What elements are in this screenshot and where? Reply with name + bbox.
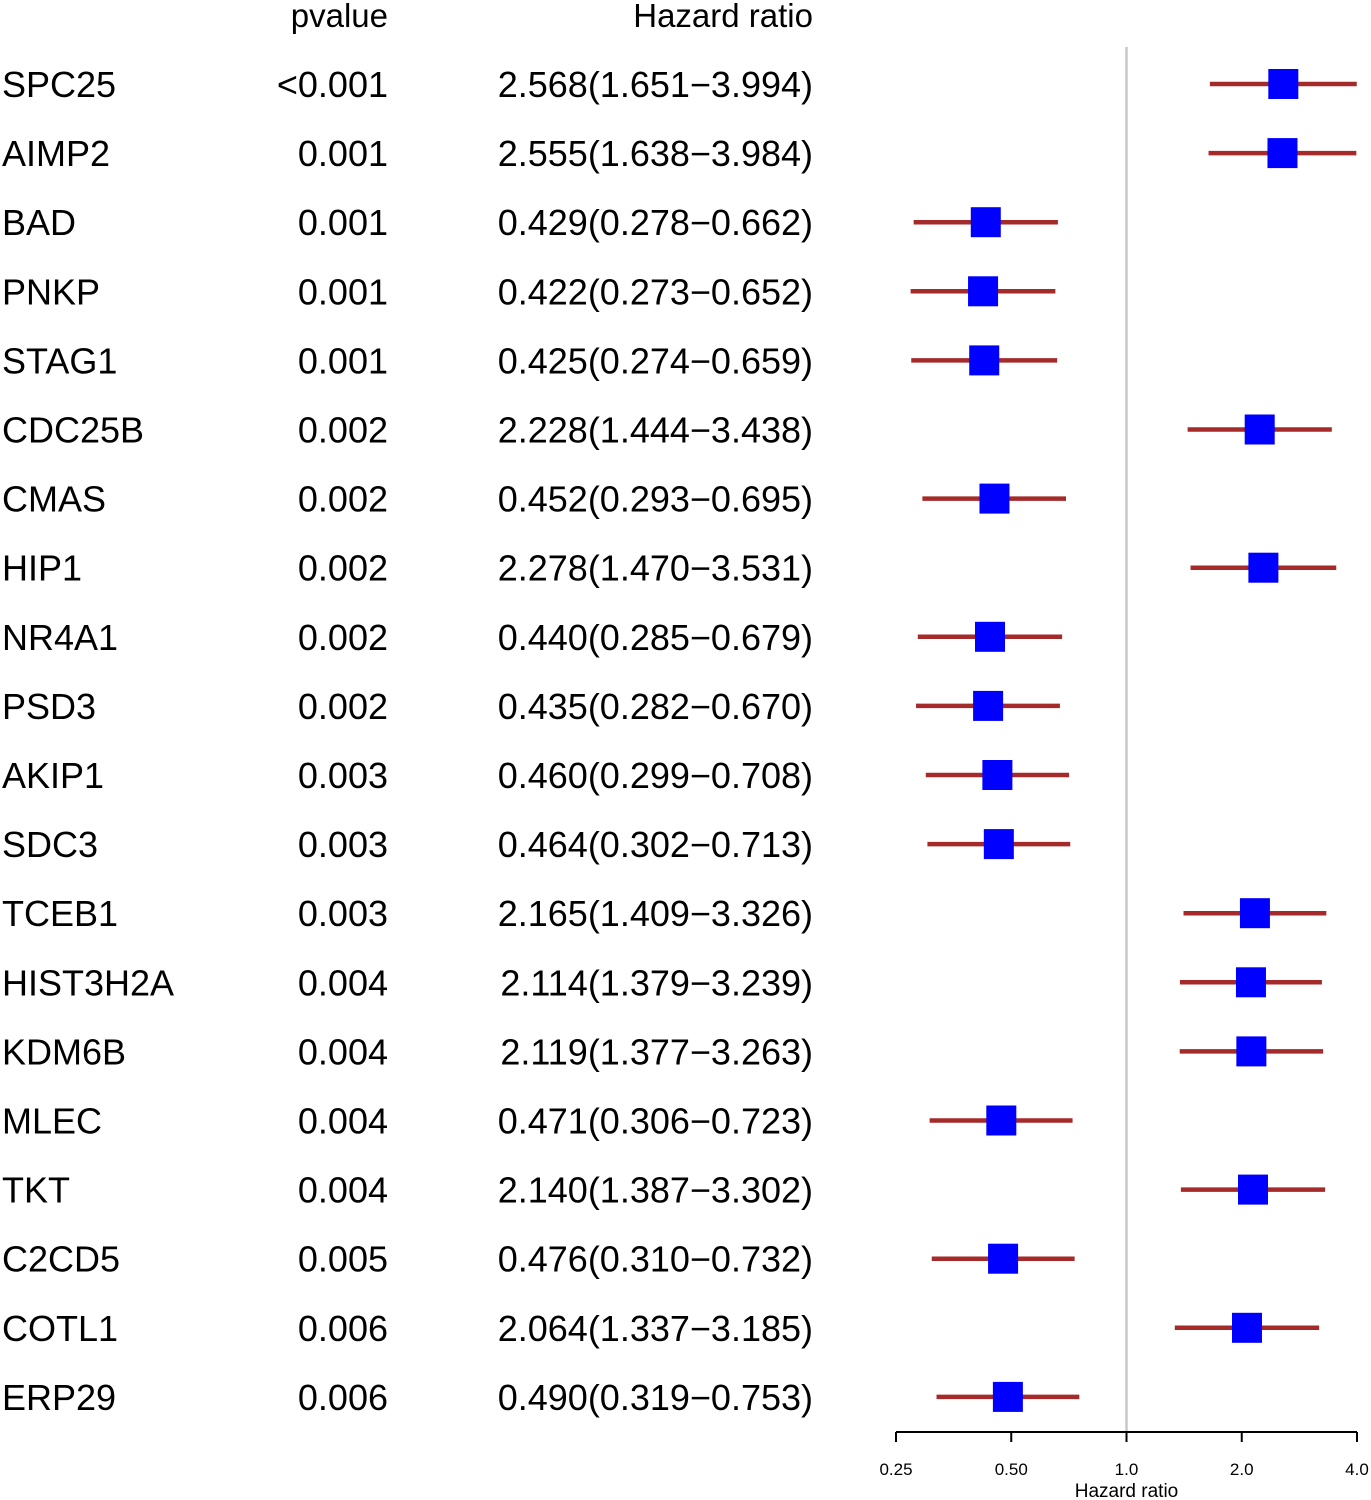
gene-label: TKT bbox=[2, 1170, 70, 1211]
hr-point bbox=[970, 207, 1001, 238]
pvalue-cell: 0.001 bbox=[298, 202, 388, 243]
table-rows: SPC25 <0.001 2.568(1.651−3.994) AIMP2 0.001 2… bbox=[2, 64, 813, 1418]
hr-point bbox=[983, 829, 1014, 860]
pvalue-cell: 0.002 bbox=[298, 479, 388, 520]
gene-label: SPC25 bbox=[2, 64, 116, 105]
hr-point bbox=[1231, 1312, 1262, 1343]
hr-point bbox=[1244, 414, 1275, 445]
x-tick-label: 0.25 bbox=[879, 1460, 912, 1479]
pvalue-cell: 0.003 bbox=[298, 893, 388, 934]
hazard-ratio-cell: 0.471(0.306−0.723) bbox=[498, 1101, 813, 1142]
gene-label: AIMP2 bbox=[2, 133, 110, 174]
gene-label: PNKP bbox=[2, 271, 100, 312]
hr-point bbox=[1248, 552, 1279, 583]
gene-label: PSD3 bbox=[2, 686, 96, 727]
pvalue-cell: 0.001 bbox=[298, 340, 388, 381]
hr-point bbox=[1267, 138, 1298, 169]
plot-area bbox=[910, 47, 1357, 1432]
pvalue-cell: 0.004 bbox=[298, 962, 388, 1003]
pvalue-cell: 0.004 bbox=[298, 1031, 388, 1072]
hazard-ratio-cell: 0.425(0.274−0.659) bbox=[498, 340, 813, 381]
pvalue-cell: 0.005 bbox=[298, 1239, 388, 1280]
hazard-ratio-cell: 2.228(1.444−3.438) bbox=[498, 410, 813, 451]
hazard-ratio-cell: 2.278(1.470−3.531) bbox=[498, 548, 813, 589]
pvalue-cell: 0.003 bbox=[298, 755, 388, 796]
hr-point bbox=[969, 345, 1000, 376]
hr-point bbox=[1239, 898, 1270, 929]
gene-label: ERP29 bbox=[2, 1377, 116, 1418]
gene-label: SDC3 bbox=[2, 824, 98, 865]
hazard-ratio-cell: 2.165(1.409−3.326) bbox=[498, 893, 813, 934]
hr-point bbox=[1268, 69, 1299, 99]
hazard-ratio-cell: 0.429(0.278−0.662) bbox=[498, 202, 813, 243]
hr-point bbox=[968, 276, 999, 307]
gene-label: BAD bbox=[2, 202, 76, 243]
hazard-ratio-cell: 0.422(0.273−0.652) bbox=[498, 271, 813, 312]
hazard-ratio-cell: 0.490(0.319−0.753) bbox=[498, 1377, 813, 1418]
x-tick-label: 2.0 bbox=[1230, 1460, 1254, 1479]
gene-label: TCEB1 bbox=[2, 893, 118, 934]
gene-label: HIP1 bbox=[2, 548, 82, 589]
gene-label: HIST3H2A bbox=[2, 962, 174, 1003]
pvalue-cell: 0.003 bbox=[298, 824, 388, 865]
hr-point bbox=[988, 1243, 1019, 1274]
hazard-ratio-cell: 2.114(1.379−3.239) bbox=[500, 962, 813, 1003]
hazard-ratio-cell: 2.140(1.387−3.302) bbox=[498, 1170, 813, 1211]
gene-label: COTL1 bbox=[2, 1308, 118, 1349]
pvalue-cell: 0.002 bbox=[298, 410, 388, 451]
hazard-ratio-cell: 2.568(1.651−3.994) bbox=[498, 64, 813, 105]
hazard-ratio-cell: 0.476(0.310−0.732) bbox=[498, 1239, 813, 1280]
hr-point bbox=[1235, 967, 1266, 998]
hazard-ratio-cell: 0.464(0.302−0.713) bbox=[498, 824, 813, 865]
x-axis: 0.25 0.50 1.0 2.0 4.0 Hazard ratio bbox=[879, 1431, 1369, 1500]
pvalue-cell: 0.002 bbox=[298, 686, 388, 727]
hazard-ratio-cell: 0.452(0.293−0.695) bbox=[498, 479, 813, 520]
hazard-ratio-header: Hazard ratio bbox=[633, 0, 813, 34]
hazard-ratio-cell: 0.440(0.285−0.679) bbox=[498, 617, 813, 658]
hr-point bbox=[979, 483, 1010, 514]
gene-label: CDC25B bbox=[2, 410, 144, 451]
gene-label: KDM6B bbox=[2, 1031, 126, 1072]
hazard-ratio-cell: 2.064(1.337−3.185) bbox=[498, 1308, 813, 1349]
hazard-ratio-cell: 2.555(1.638−3.984) bbox=[498, 133, 813, 174]
pvalue-header: pvalue bbox=[291, 0, 388, 34]
x-axis-title: Hazard ratio bbox=[1075, 1481, 1179, 1500]
pvalue-cell: <0.001 bbox=[277, 64, 388, 105]
gene-label: MLEC bbox=[2, 1101, 102, 1142]
hazard-ratio-cell: 0.460(0.299−0.708) bbox=[498, 755, 813, 796]
hr-point bbox=[974, 621, 1005, 652]
gene-label: NR4A1 bbox=[2, 617, 118, 658]
hr-point bbox=[986, 1105, 1017, 1136]
x-tick-label: 0.50 bbox=[995, 1460, 1028, 1479]
hr-point bbox=[1237, 1174, 1268, 1205]
hazard-ratio-cell: 0.435(0.282−0.670) bbox=[498, 686, 813, 727]
x-tick-label: 4.0 bbox=[1345, 1460, 1369, 1479]
pvalue-cell: 0.001 bbox=[298, 133, 388, 174]
hr-point bbox=[973, 690, 1004, 721]
gene-label: STAG1 bbox=[2, 340, 117, 381]
x-tick-label: 1.0 bbox=[1115, 1460, 1139, 1479]
pvalue-cell: 0.006 bbox=[298, 1308, 388, 1349]
pvalue-cell: 0.002 bbox=[298, 548, 388, 589]
gene-label: AKIP1 bbox=[2, 755, 104, 796]
pvalue-cell: 0.001 bbox=[298, 271, 388, 312]
pvalue-cell: 0.006 bbox=[298, 1377, 388, 1418]
hazard-ratio-cell: 2.119(1.377−3.263) bbox=[500, 1031, 813, 1072]
gene-label: C2CD5 bbox=[2, 1239, 120, 1280]
pvalue-cell: 0.004 bbox=[298, 1101, 388, 1142]
pvalue-cell: 0.004 bbox=[298, 1170, 388, 1211]
hr-point bbox=[982, 760, 1013, 790]
hr-point bbox=[992, 1381, 1023, 1412]
gene-label: CMAS bbox=[2, 479, 106, 520]
pvalue-cell: 0.002 bbox=[298, 617, 388, 658]
hr-point bbox=[1236, 1036, 1267, 1067]
